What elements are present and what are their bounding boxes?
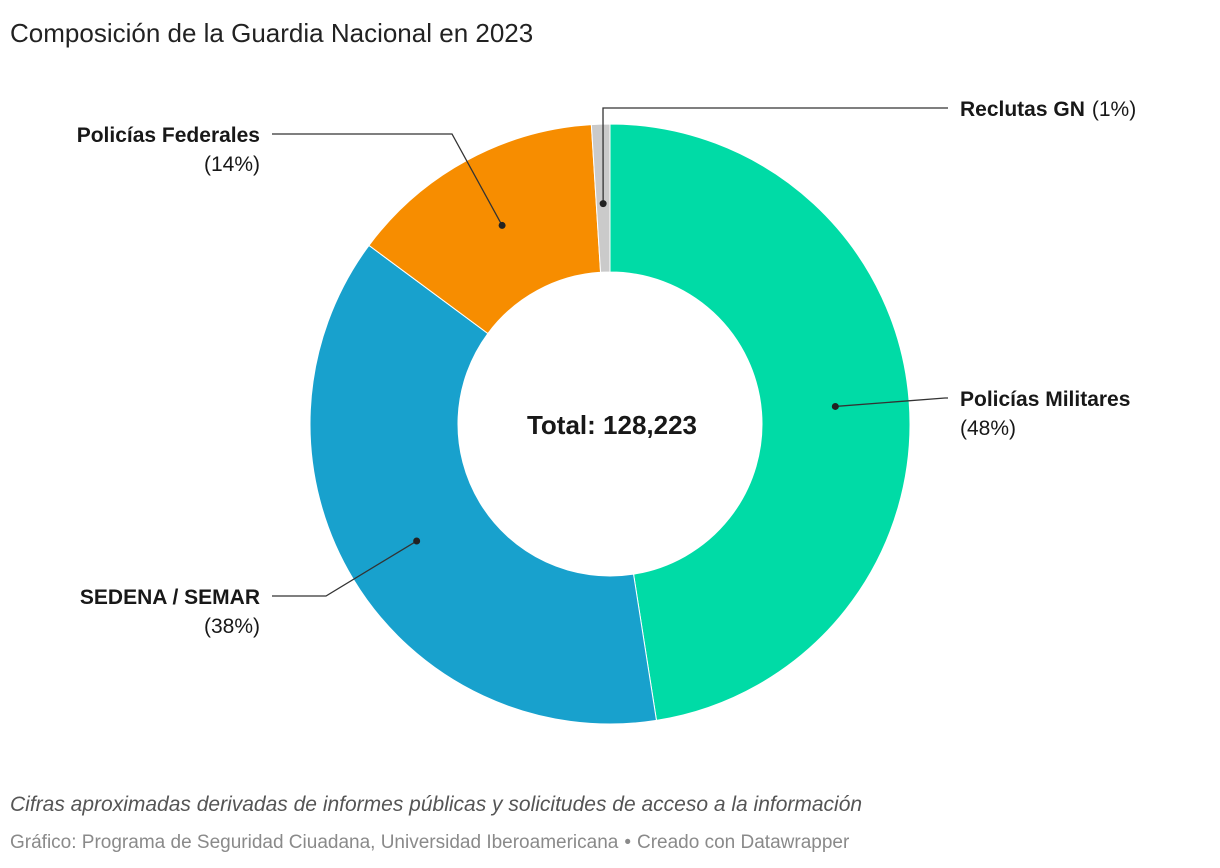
slice-policias-militares[interactable]	[609, 123, 911, 721]
credit-link[interactable]: Creado con Datawrapper	[637, 832, 850, 853]
leader-dot-policias-federales	[498, 221, 506, 229]
slice-percent-sedena-semar: (38%)	[204, 615, 260, 638]
leader-dot-policias-militares	[831, 402, 839, 410]
slice-label-reclutas-gn: Reclutas GN (1%)	[960, 98, 1136, 121]
leader-dot-sedena-semar	[413, 537, 421, 545]
chart-source: Gráfico: Programa de Seguridad Ciuadana,…	[10, 832, 849, 854]
source-text: Gráfico: Programa de Seguridad Ciuadana,…	[10, 832, 619, 853]
center-total-label: Total: 128,223	[527, 410, 697, 440]
slice-reclutas-gn[interactable]	[590, 123, 611, 273]
slice-name-policias-militares: Policías Militares	[960, 388, 1130, 411]
slice-name-sedena-semar: SEDENA / SEMAR	[80, 586, 260, 609]
slice-percent-policias-federales: (14%)	[204, 153, 260, 176]
chart-title: Composición de la Guardia Nacional en 20…	[10, 18, 534, 48]
slice-percent-policias-militares: (48%)	[960, 417, 1016, 440]
slice-name-policias-federales: Policías Federales	[77, 124, 260, 147]
slice-policias-federales[interactable]	[368, 124, 602, 335]
leader-lines-layer	[272, 107, 948, 597]
donut-chart: Policías Militares (48%) SEDENA / SEMAR (38…	[77, 98, 1137, 725]
slice-label-policias-militares: Policías Militares (48%)	[960, 388, 1130, 440]
slice-labels-layer: Policías Militares (48%) SEDENA / SEMAR (38…	[77, 98, 1137, 638]
slice-label-sedena-semar: SEDENA / SEMAR (38%)	[80, 586, 260, 638]
leader-line-policias-federales	[272, 133, 503, 226]
leader-line-reclutas-gn	[602, 107, 948, 204]
chart-notes: Cifras aproximadas derivadas de informes…	[10, 793, 863, 816]
leader-dot-reclutas-gn	[599, 200, 607, 208]
slice-percent-reclutas-gn: (1%)	[1092, 98, 1136, 121]
leader-line-policias-militares	[835, 397, 948, 408]
slices-layer	[309, 123, 911, 725]
slice-sedena-semar[interactable]	[309, 244, 658, 725]
leader-line-sedena-semar	[272, 540, 418, 597]
slice-name-reclutas-gn: Reclutas GN	[960, 98, 1085, 121]
source-separator: •	[624, 832, 631, 853]
slice-label-policias-federales: Policías Federales (14%)	[77, 124, 260, 176]
